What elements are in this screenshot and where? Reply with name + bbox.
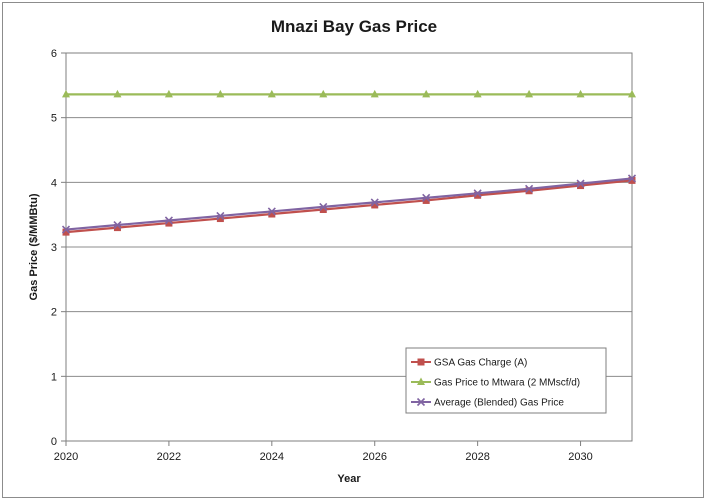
y-tick-label: 2 xyxy=(51,307,57,319)
legend-item: GSA Gas Charge (A) xyxy=(411,358,527,369)
data-point xyxy=(576,89,585,98)
data-point xyxy=(267,89,276,98)
y-axis-title: Gas Price ($/MMBtu) xyxy=(28,193,40,300)
data-point xyxy=(216,215,224,223)
legend-marker xyxy=(416,397,426,407)
data-point xyxy=(164,216,173,225)
data-point xyxy=(319,205,327,213)
series-line xyxy=(65,179,633,234)
series-3 xyxy=(61,174,637,234)
data-point xyxy=(268,210,276,218)
data-point xyxy=(62,89,70,98)
data-point xyxy=(61,225,71,234)
series-2 xyxy=(62,89,636,98)
series-1 xyxy=(62,176,636,236)
grid-lines xyxy=(66,117,632,377)
data-point xyxy=(216,211,225,221)
data-point xyxy=(627,174,637,183)
x-tick-label: 2030 xyxy=(568,451,592,463)
legend-item: Gas Price to Mtwara (2 MMscf/d) xyxy=(411,377,580,389)
chart-title: Mnazi Bay Gas Price xyxy=(271,17,437,36)
data-point xyxy=(164,89,173,98)
x-tick-label: 2024 xyxy=(260,451,284,463)
legend: GSA Gas Charge (A) Gas Price to Mtwara (2… xyxy=(405,347,607,414)
data-point xyxy=(628,89,636,98)
legend-item: Average (Blended) Gas Price xyxy=(411,398,564,409)
series-line xyxy=(65,177,633,231)
data-point xyxy=(474,191,482,199)
data-point xyxy=(473,89,482,98)
data-point xyxy=(113,220,122,230)
y-tick-label: 1 xyxy=(51,371,57,383)
data-point xyxy=(422,89,431,98)
data-point xyxy=(628,176,636,184)
data-point xyxy=(525,187,533,195)
data-point xyxy=(370,198,379,207)
data-point xyxy=(113,89,122,98)
series-group xyxy=(61,89,637,236)
data-point xyxy=(267,207,276,216)
data-point xyxy=(525,184,534,193)
legend-marker xyxy=(417,377,425,385)
data-point xyxy=(576,179,585,188)
y-tick-label: 4 xyxy=(51,177,57,189)
x-axis-title: Year xyxy=(337,473,361,485)
data-point xyxy=(422,193,431,202)
data-point xyxy=(165,219,173,227)
data-point xyxy=(113,224,121,232)
legend-box xyxy=(405,347,607,414)
x-tick-label: 2026 xyxy=(362,451,386,463)
legend-label: Gas Price to Mtwara (2 MMscf/d) xyxy=(434,378,580,389)
data-point xyxy=(371,201,379,209)
data-point xyxy=(216,89,225,98)
data-point xyxy=(370,89,379,98)
y-tick-label: 3 xyxy=(51,242,57,254)
data-point xyxy=(319,202,328,211)
data-point xyxy=(422,196,430,204)
data-point xyxy=(577,182,585,190)
x-tick-label: 2020 xyxy=(54,451,78,463)
legend-label: Average (Blended) Gas Price xyxy=(434,398,564,409)
legend-marker xyxy=(417,358,425,366)
y-tick-label: 6 xyxy=(51,48,57,60)
x-tick-label: 2028 xyxy=(465,451,489,463)
y-axis: 0 1 2 3 4 5 6 xyxy=(51,48,66,448)
x-tick-label: 2022 xyxy=(157,451,181,463)
y-tick-label: 0 xyxy=(51,436,57,448)
chart-frame xyxy=(2,2,704,498)
y-tick-label: 5 xyxy=(51,113,57,125)
data-point xyxy=(525,89,534,98)
x-axis: 2020 2022 2024 2026 2028 2030 xyxy=(54,441,593,463)
data-point xyxy=(319,89,328,98)
data-point xyxy=(62,228,70,236)
data-point xyxy=(473,189,482,198)
legend-label: GSA Gas Charge (A) xyxy=(434,358,527,369)
